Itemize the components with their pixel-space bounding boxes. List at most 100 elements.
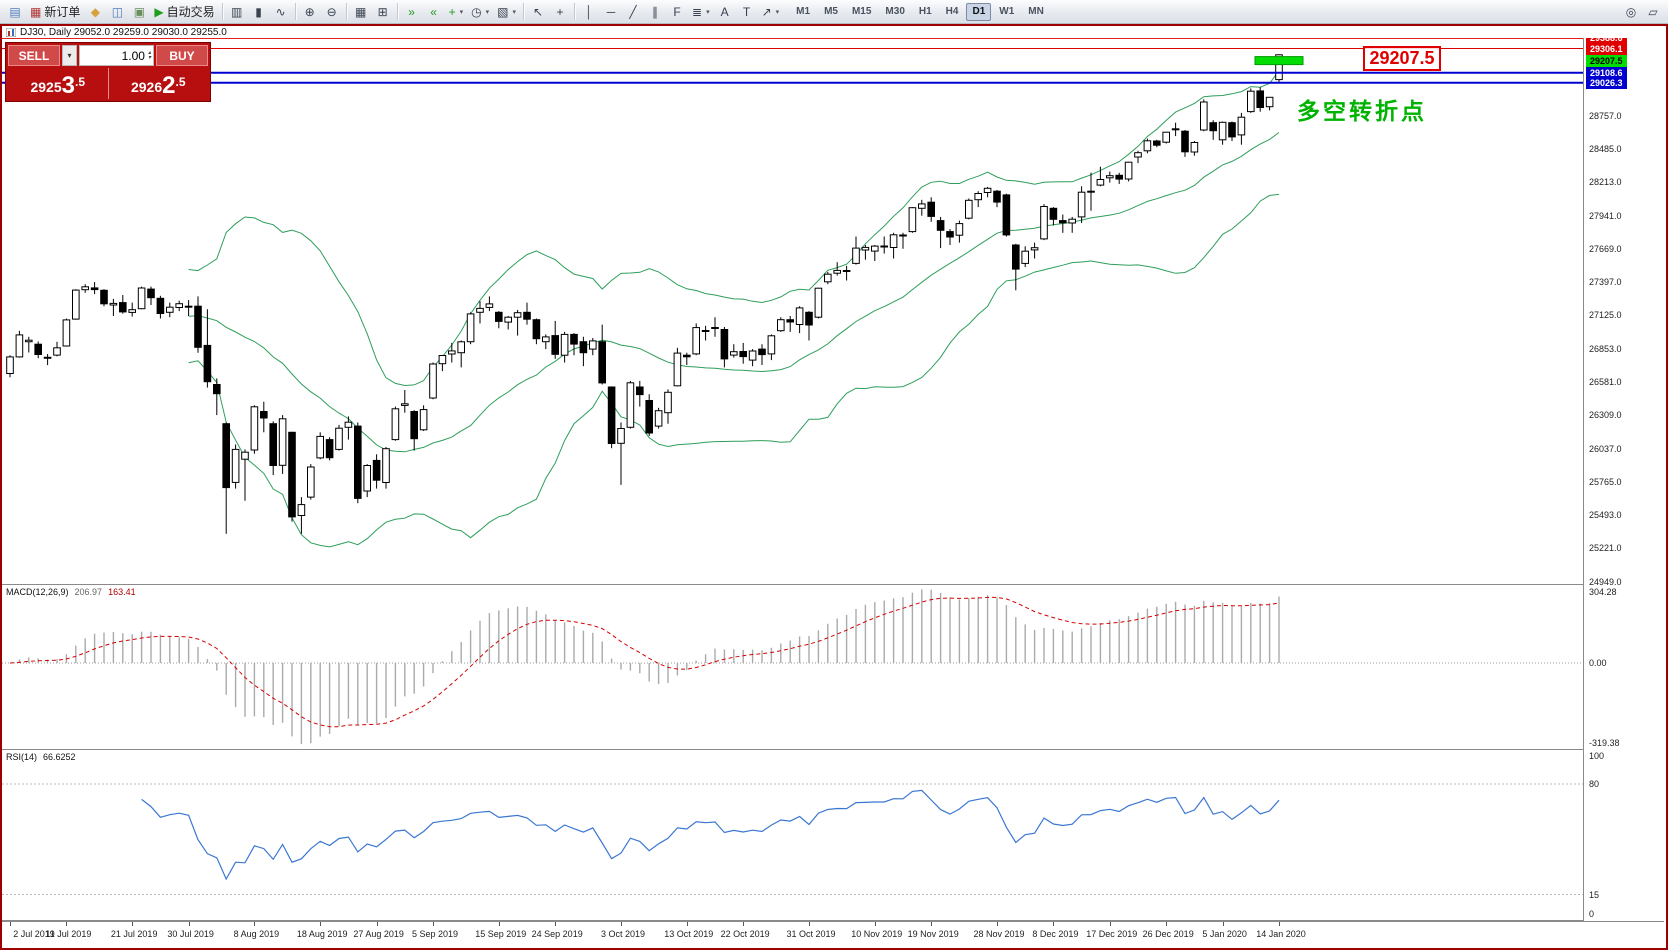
channel-button[interactable]: ∥: [644, 2, 666, 22]
date-label: 5 Sep 2019: [411, 929, 459, 939]
bull-candle: [137, 287, 146, 310]
quantity-field[interactable]: 1.00 ▴ ▾: [79, 45, 154, 66]
bull-candle: [955, 223, 964, 236]
bull-candle: [53, 347, 61, 356]
sell-button[interactable]: SELL: [8, 45, 60, 66]
bear-candle: [598, 341, 607, 384]
timeframe-h1-button[interactable]: H1: [918, 6, 932, 17]
panel-separator[interactable]: [2, 749, 1664, 750]
bear-candle: [288, 431, 296, 518]
new-chart-button[interactable]: ▤: [4, 2, 26, 22]
bull-candle: [485, 303, 494, 308]
template-icon: ▧: [497, 4, 509, 19]
turning-point-text[interactable]: 多空转折点: [1297, 98, 1427, 124]
buy-button[interactable]: BUY: [156, 45, 208, 66]
crosshair-icon: +: [556, 4, 564, 19]
macd-name: MACD(12,26,9): [6, 587, 69, 597]
macd-panel[interactable]: [2, 585, 1583, 749]
main-chart[interactable]: [2, 38, 1583, 584]
bull-candle: [25, 339, 33, 343]
bear-candle: [1012, 244, 1020, 270]
periods-button[interactable]: ◷ ▾: [467, 2, 493, 22]
buy-price[interactable]: 2926 2.5: [107, 68, 209, 99]
bull-candle: [1247, 90, 1255, 113]
templates-button[interactable]: ▧ ▾: [493, 2, 520, 22]
bear-candle: [607, 386, 616, 444]
window-mode-button[interactable]: ▱: [1642, 2, 1664, 22]
bull-candle: [457, 341, 465, 354]
candlestick-chart-button[interactable]: ▮: [248, 2, 270, 22]
crosshair-button[interactable]: +: [549, 2, 571, 22]
terminal-button[interactable]: ▣: [128, 2, 150, 22]
bull-candle: [72, 289, 80, 320]
date-axis[interactable]: 2 Jul 2019 11 Jul 2019 21 Jul 2019 30 Jul 2…: [2, 921, 1664, 948]
shapes-button[interactable]: ≣ ▾: [688, 2, 714, 22]
timeframe-h4-button[interactable]: H4: [945, 6, 959, 17]
bull-candle: [1134, 152, 1142, 158]
price-callout-box[interactable]: 29207.5: [1363, 46, 1441, 71]
vertical-line-button[interactable]: │: [578, 2, 600, 22]
timeframe-w1-button[interactable]: W1: [999, 6, 1015, 17]
tile-windows-button[interactable]: ▦: [350, 2, 372, 22]
label-button[interactable]: T: [736, 2, 758, 22]
price-axis[interactable]: 28757.0 28485.0 28213.0 27941.0 27669.0 27397…: [1583, 26, 1664, 921]
bull-candle: [1068, 218, 1077, 224]
timeframe-mn-button[interactable]: MN: [1028, 6, 1044, 17]
panel-separator[interactable]: [2, 920, 1664, 921]
arrows-button[interactable]: ↗ ▾: [758, 2, 784, 22]
zoom-in-button[interactable]: ⊕: [299, 2, 321, 22]
date-label: 30 Jul 2019: [167, 929, 214, 939]
quantity-spinner[interactable]: ▴ ▾: [147, 49, 151, 61]
trendline-button[interactable]: ╱: [622, 2, 644, 22]
chart-search-button[interactable]: ◎: [1620, 2, 1642, 22]
timeframe-m15-button[interactable]: M15: [851, 6, 872, 17]
rsi-panel[interactable]: [2, 750, 1583, 920]
bar-chart-button[interactable]: ▥: [226, 2, 248, 22]
new-order-button[interactable]: ▦ 新订单: [26, 2, 84, 22]
bull-candle: [1124, 161, 1133, 180]
price-axis-label: 28485.0: [1589, 144, 1622, 154]
line-chart-button[interactable]: ∿: [270, 2, 292, 22]
panel-separator[interactable]: [2, 584, 1664, 585]
auto-scroll-button[interactable]: »: [401, 2, 423, 22]
cursor-button[interactable]: ↖: [527, 2, 549, 22]
date-label: 8 Aug 2019: [233, 929, 280, 939]
spinner-down-icon[interactable]: ▾: [147, 54, 151, 61]
timeframe-m1-button[interactable]: M1: [796, 6, 811, 17]
price-axis-label: 28757.0: [1589, 110, 1622, 121]
timeframe-m5-button[interactable]: M5: [824, 6, 838, 17]
metaeditor-button[interactable]: ◆: [84, 2, 106, 22]
play-icon: ▶: [154, 4, 164, 19]
date-label: 10 Nov 2019: [851, 929, 903, 939]
date-tick: [743, 922, 745, 926]
buy-price-base: 2926: [130, 79, 163, 95]
bear-candle: [119, 302, 127, 313]
chart-shift-button[interactable]: «: [423, 2, 445, 22]
autotrading-button[interactable]: ▶ 自动交易: [150, 2, 218, 22]
tile-windows-icon: ▦: [354, 4, 367, 19]
trade-panel-dropdown[interactable]: ▾: [62, 45, 77, 66]
indicators-button[interactable]: + ▾: [445, 2, 468, 22]
turning-point-band[interactable]: [1254, 56, 1304, 66]
bull-candle: [166, 306, 174, 313]
price-axis-label: 25221.0: [1589, 543, 1622, 554]
bull-candle: [297, 504, 306, 517]
bear-candle: [100, 289, 108, 305]
bear-candle: [147, 288, 155, 299]
bear-candle: [551, 335, 560, 355]
bear-candle: [1153, 140, 1161, 146]
spinner-up-icon[interactable]: ▴: [147, 49, 151, 56]
market-watch-button[interactable]: ◫: [106, 2, 128, 22]
timeframe-m30-button[interactable]: M30: [885, 6, 905, 17]
arrange-windows-button[interactable]: ⊞: [372, 2, 394, 22]
sell-price[interactable]: 2925 3.5: [8, 68, 108, 99]
timeframe-d1-button[interactable]: D1: [966, 2, 992, 21]
date-label: 8 Dec 2019: [1032, 929, 1079, 939]
price-axis-label: 25493.0: [1589, 510, 1622, 521]
zoom-out-button[interactable]: ⊖: [321, 2, 343, 22]
horizontal-line-button[interactable]: ─: [600, 2, 622, 22]
chevron-down-icon: ▾: [485, 8, 490, 16]
date-label: 11 Jul 2019: [45, 929, 92, 939]
text-button[interactable]: A: [714, 2, 736, 22]
fibonacci-button[interactable]: F: [666, 2, 688, 22]
